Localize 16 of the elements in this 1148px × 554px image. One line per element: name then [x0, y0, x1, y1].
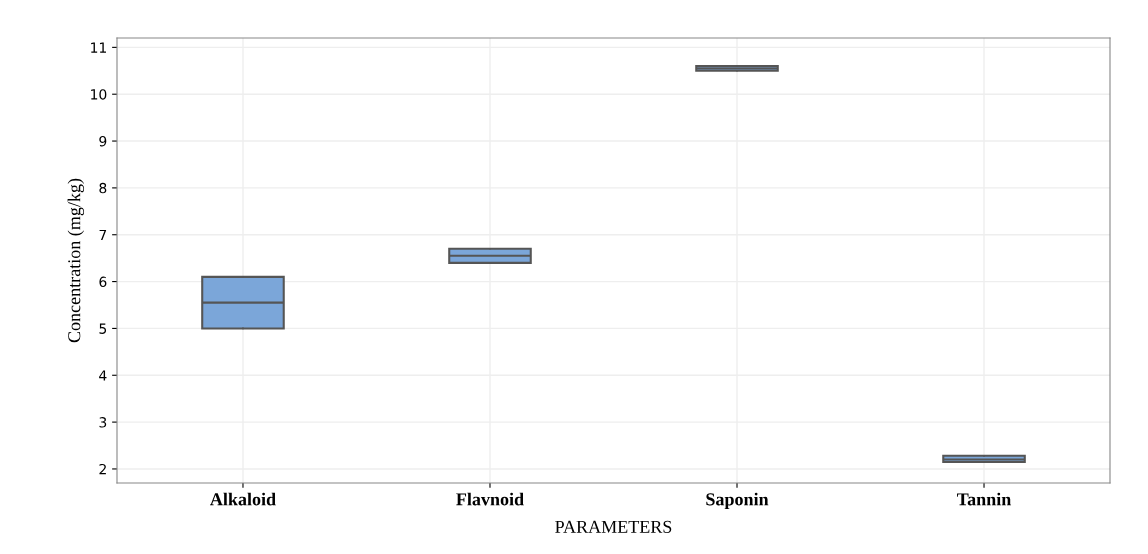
x-tick-label: Saponin	[706, 492, 769, 510]
y-tick-label: 10	[91, 89, 107, 100]
y-tick-label: 7	[99, 229, 107, 241]
y-tick-label: 11	[91, 42, 106, 53]
y-tick-label: 4	[99, 370, 107, 381]
y-tick-label: 2	[99, 463, 106, 475]
x-tick-label: Tannin	[957, 492, 1012, 506]
y-tick-label: 3	[99, 417, 107, 428]
y-tick-label: 6	[99, 276, 107, 288]
y-tick-label: 8	[99, 182, 107, 194]
x-tick-label: Alkaloid	[210, 492, 276, 506]
y-tick-label: 9	[99, 136, 107, 147]
y-tick-label: 5	[99, 323, 107, 334]
x-tick-label: Flavnoid	[456, 492, 524, 506]
x-axis-title: PARAMETERS	[555, 520, 672, 533]
y-axis-title: Concentration (mg/kg)	[67, 178, 85, 343]
